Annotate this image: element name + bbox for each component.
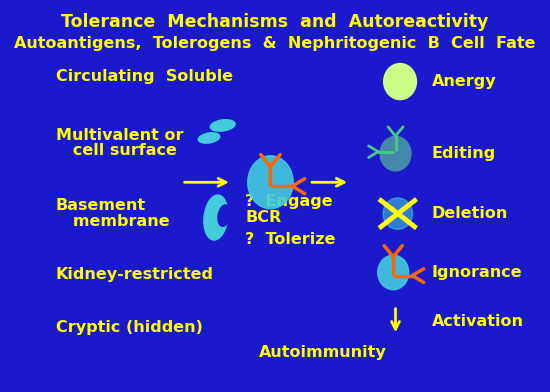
Ellipse shape [378, 255, 409, 290]
Ellipse shape [199, 133, 220, 143]
Ellipse shape [248, 156, 293, 209]
Ellipse shape [383, 198, 412, 229]
Text: cell surface: cell surface [56, 143, 177, 158]
Text: ?  Tolerize: ? Tolerize [245, 232, 336, 247]
Text: Anergy: Anergy [432, 74, 497, 89]
Text: Circulating  Soluble: Circulating Soluble [56, 69, 233, 84]
Text: Ignorance: Ignorance [432, 265, 522, 280]
Text: Kidney-restricted: Kidney-restricted [56, 267, 214, 282]
Text: Autoimmunity: Autoimmunity [259, 345, 387, 360]
Text: Autoantigens,  Tolerogens  &  Nephritogenic  B  Cell  Fate: Autoantigens, Tolerogens & Nephritogenic… [14, 36, 536, 51]
Ellipse shape [380, 136, 411, 171]
Text: Multivalent or: Multivalent or [56, 128, 183, 143]
Ellipse shape [218, 205, 230, 226]
Text: Deletion: Deletion [432, 206, 508, 221]
Text: Activation: Activation [432, 314, 524, 329]
Ellipse shape [204, 195, 228, 240]
Ellipse shape [384, 64, 416, 100]
Text: BCR: BCR [245, 210, 282, 225]
Ellipse shape [210, 120, 235, 131]
Text: ?  Engage: ? Engage [245, 194, 333, 209]
Text: Tolerance  Mechanisms  and  Autoreactivity: Tolerance Mechanisms and Autoreactivity [61, 13, 489, 31]
Text: Cryptic (hidden): Cryptic (hidden) [56, 320, 203, 335]
Text: Basement: Basement [56, 198, 146, 213]
Text: membrane: membrane [56, 214, 169, 229]
Text: Editing: Editing [432, 146, 496, 161]
